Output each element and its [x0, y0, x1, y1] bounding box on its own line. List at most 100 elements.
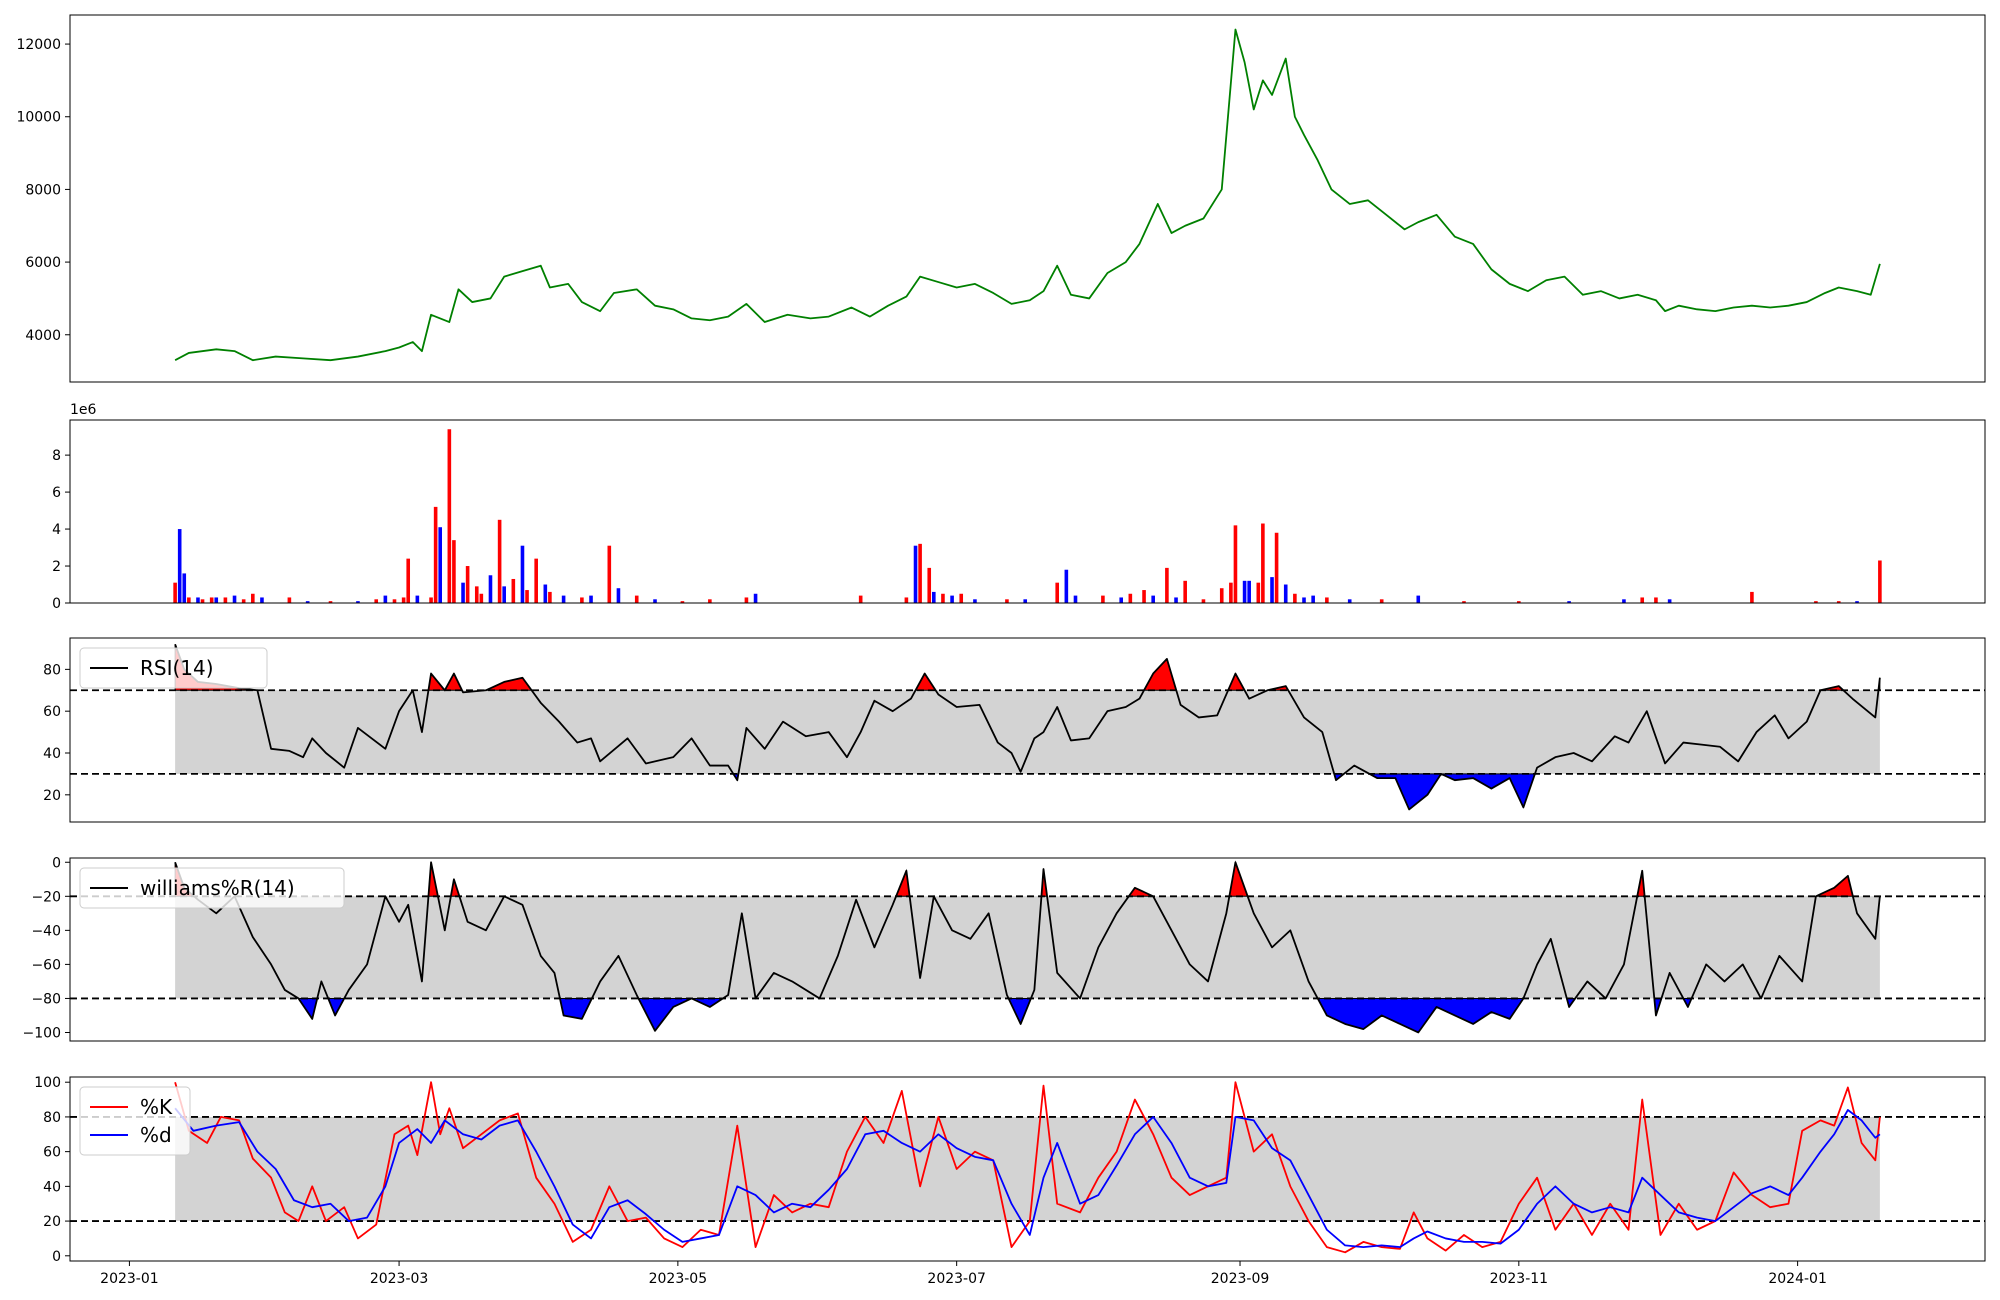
- volume-bar: [383, 595, 388, 603]
- y-tick-label: 8: [52, 448, 61, 464]
- volume-bar: [461, 582, 465, 603]
- volume-bar: [488, 575, 493, 603]
- volume-bar: [1073, 595, 1078, 603]
- volume-bar: [616, 588, 621, 603]
- y-tick-label: 40: [43, 746, 61, 762]
- y-tick-label: 4: [52, 522, 61, 538]
- volume-bar: [474, 586, 479, 603]
- stochastic-panel: 0 20 40 60 80 100 %K %d 2023-01 2023-03 2023-05 202…: [34, 1075, 1986, 1287]
- rsi-neutral-band: [175, 690, 1880, 774]
- legend-label: RSI(14): [140, 656, 214, 680]
- y-tick-label: −20: [31, 889, 61, 905]
- volume-bar: [232, 595, 237, 603]
- y-tick-label: 0: [52, 596, 61, 612]
- volume-bar: [182, 573, 187, 603]
- volume-bar: [1878, 560, 1882, 603]
- volume-bar: [1247, 580, 1251, 603]
- y-tick-label: 80: [43, 662, 61, 678]
- williams-panel: −100 −80 −60 −40 −20 0 williams%R(14): [23, 855, 1986, 1042]
- volume-bar: [744, 597, 749, 603]
- volume-bar: [452, 540, 456, 603]
- x-tick-label: 2023-07: [927, 1271, 986, 1287]
- volume-bar: [415, 595, 420, 603]
- volume-bar: [543, 584, 548, 603]
- y-tick-label: 4000: [25, 328, 61, 344]
- volume-panel: 0 2 4 6 8 1e6: [52, 402, 1986, 612]
- volume-bar: [1302, 597, 1306, 603]
- y-tick-label: 60: [43, 704, 61, 720]
- volume-bar: [200, 599, 205, 603]
- volume-bar: [1654, 597, 1658, 603]
- legend-box: [79, 1086, 191, 1156]
- volume-bar: [1293, 593, 1297, 603]
- volume-bar: [932, 591, 936, 603]
- volume-bar: [1101, 595, 1105, 603]
- y-tick-label: 40: [43, 1179, 61, 1195]
- volume-bar: [1416, 595, 1421, 603]
- volume-bar: [1005, 599, 1009, 603]
- volume-bar: [1855, 601, 1859, 603]
- volume-bar: [479, 593, 484, 603]
- y-tick-label: −100: [23, 1025, 61, 1041]
- volume-bar: [858, 595, 863, 603]
- legend-label: williams%R(14): [140, 876, 295, 900]
- price-line: [174, 28, 1881, 362]
- volume-bar: [305, 601, 310, 603]
- volume-bar: [927, 567, 932, 603]
- volume-bar: [607, 545, 612, 603]
- volume-bar: [1274, 532, 1279, 603]
- volume-bar: [223, 597, 228, 603]
- volume-bar: [708, 599, 712, 603]
- volume-bar: [1183, 580, 1187, 603]
- legend-box: [79, 647, 268, 689]
- volume-bar: [209, 597, 214, 603]
- volume-bar: [173, 582, 177, 603]
- volume-bar: [1311, 595, 1315, 603]
- y-tick-label: −80: [31, 991, 61, 1007]
- x-tick-label: 2023-03: [370, 1271, 429, 1287]
- volume-bar: [1165, 567, 1169, 603]
- volume-bar: [1201, 599, 1206, 603]
- volume-bar: [1064, 569, 1069, 603]
- volume-bar: [1622, 599, 1626, 603]
- williams-neutral-band: [175, 896, 1880, 999]
- volume-bar: [918, 543, 922, 603]
- x-tick-label: 2024-01: [1768, 1271, 1827, 1287]
- legend-label: %K: [140, 1095, 173, 1119]
- volume-bar: [196, 597, 200, 603]
- volume-bar: [1219, 588, 1224, 603]
- y-tick-label: 8000: [25, 182, 61, 198]
- volume-bar: [753, 593, 758, 603]
- volume-bar: [356, 601, 360, 603]
- volume-bar: [260, 597, 264, 603]
- volume-bar: [1283, 584, 1288, 603]
- price-panel: 4000 6000 8000 10000 12000: [16, 14, 1986, 383]
- volume-bar: [634, 595, 639, 603]
- williams-panel-frame: [69, 857, 1986, 1042]
- volume-bar: [1567, 601, 1571, 603]
- y-tick-label: 80: [43, 1110, 61, 1126]
- y-tick-label: 60: [43, 1145, 61, 1161]
- volume-bar: [1814, 601, 1818, 603]
- volume-bar: [1242, 580, 1247, 603]
- x-tick-label: 2023-09: [1211, 1271, 1270, 1287]
- x-tick-label: 2023-05: [649, 1271, 708, 1287]
- volume-bar: [1667, 599, 1672, 603]
- y-tick-label: 2: [52, 559, 61, 575]
- volume-bar: [447, 429, 452, 603]
- volume-bar: [1379, 599, 1384, 603]
- rsi-panel-frame: [69, 637, 1986, 823]
- volume-bar: [1174, 597, 1178, 603]
- volume-bar: [438, 527, 443, 603]
- y-tick-label: 0: [52, 855, 61, 871]
- volume-bar: [1261, 523, 1265, 603]
- volume-bar: [1517, 601, 1521, 603]
- volume-bar: [251, 593, 255, 603]
- y-tick-label: 6000: [25, 255, 61, 271]
- volume-bar: [287, 597, 292, 603]
- volume-bar: [187, 597, 191, 603]
- volume-bar: [433, 506, 438, 603]
- volume-bar: [950, 595, 954, 603]
- volume-offset-label: 1e6: [70, 402, 97, 418]
